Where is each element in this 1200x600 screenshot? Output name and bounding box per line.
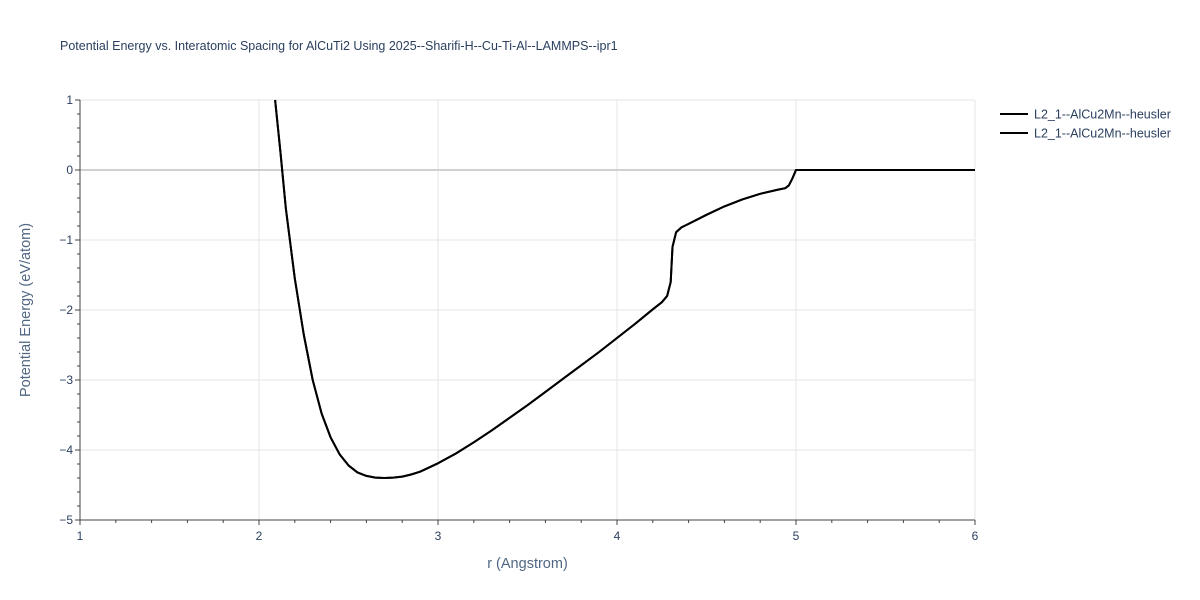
chart-title: Potential Energy vs. Interatomic Spacing… bbox=[60, 39, 618, 53]
y-tick-label: −5 bbox=[59, 513, 73, 527]
x-tick-label: 4 bbox=[614, 529, 621, 543]
y-tick-label: −3 bbox=[59, 373, 73, 387]
x-tick-label: 6 bbox=[972, 529, 979, 543]
legend-label-1[interactable]: L2_1--AlCu2Mn--heusler bbox=[1034, 108, 1171, 122]
legend-label-2[interactable]: L2_1--AlCu2Mn--heusler bbox=[1034, 127, 1171, 141]
y-axis-title: Potential Energy (eV/atom) bbox=[18, 223, 34, 397]
y-tick-label: −2 bbox=[59, 303, 73, 317]
x-tick-label: 3 bbox=[435, 529, 442, 543]
x-tick-label: 2 bbox=[256, 529, 263, 543]
y-tick-label: 0 bbox=[66, 163, 73, 177]
x-axis-title: r (Angstrom) bbox=[487, 556, 568, 572]
x-tick-label: 1 bbox=[77, 529, 84, 543]
y-tick-label: −1 bbox=[59, 233, 73, 247]
y-tick-label: −4 bbox=[59, 443, 73, 457]
y-tick-label: 1 bbox=[66, 93, 73, 107]
x-tick-label: 5 bbox=[793, 529, 800, 543]
